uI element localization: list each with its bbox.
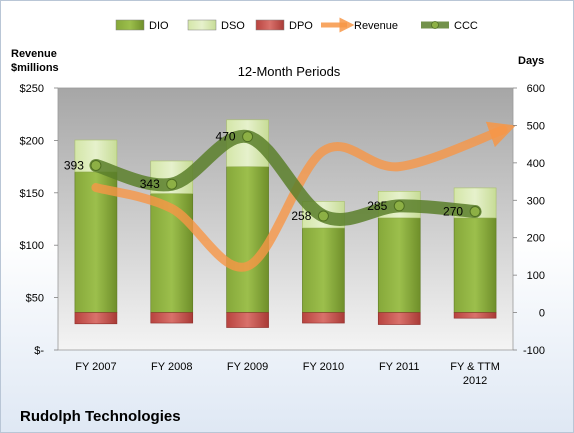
left-axis-tick-label: $-: [34, 345, 44, 357]
ccc-point: [469, 206, 481, 218]
ccc-data-label: 343: [140, 177, 160, 191]
x-axis-tick-label: FY 2009: [227, 361, 268, 373]
legend-swatch-ccc-point: [431, 21, 439, 29]
bar-dio: [453, 217, 497, 313]
legend-label: CCC: [454, 20, 478, 32]
x-axis-tick-label: FY 2008: [151, 361, 192, 373]
right-axis-tick-label: 600: [527, 83, 545, 95]
bar-dio: [226, 166, 269, 313]
left-axis-title-line1: Revenue: [11, 48, 57, 60]
right-axis-tick-label: 100: [527, 270, 545, 282]
x-axis-tick-label: FY & TTM: [450, 361, 500, 373]
left-axis-tick-label: $250: [20, 83, 44, 95]
bar-dpo: [302, 312, 345, 324]
bar-dpo: [150, 312, 194, 324]
legend-label: DSO: [221, 20, 245, 32]
x-axis-tick-label: FY 2011: [379, 361, 420, 373]
bar-dpo: [74, 312, 118, 325]
right-axis-tick-label: 400: [527, 158, 545, 170]
ccc-point: [166, 178, 178, 190]
x-axis-tick-label: FY 2010: [303, 361, 344, 373]
legend-swatch-dso: [187, 19, 217, 31]
right-axis-tick-label: 500: [527, 120, 545, 132]
company-name: Rudolph Technologies: [20, 408, 181, 425]
ccc-point: [393, 200, 405, 212]
right-axis-title: Days: [518, 55, 544, 67]
right-axis-tick-label: 300: [527, 195, 545, 207]
legend-label: DPO: [289, 20, 313, 32]
bar-dpo: [226, 312, 269, 328]
right-axis-tick-label: 200: [527, 233, 545, 245]
x-axis-tick-label: 2012: [463, 375, 487, 387]
bar-dio: [302, 227, 345, 313]
right-axis-tick-label: 0: [539, 308, 545, 320]
ccc-data-label: 270: [443, 205, 463, 219]
ccc-point: [242, 131, 254, 143]
left-axis-tick-label: $50: [26, 293, 44, 305]
left-axis-title-line2: $millions: [11, 62, 59, 74]
bar-dpo: [453, 312, 497, 319]
ccc-point: [90, 159, 102, 171]
ccc-data-label: 258: [291, 209, 311, 223]
lines-layer: 393 343 470 258 285 270: [64, 121, 516, 272]
x-axis-tick-label: FY 2007: [75, 361, 116, 373]
ccc-data-label: 393: [64, 158, 84, 172]
right-axis-tick-label: -100: [523, 345, 545, 357]
legend-label: Revenue: [354, 20, 398, 32]
ccc-data-label: 470: [216, 130, 236, 144]
revenue-line: [91, 121, 516, 272]
left-axis-tick-label: $100: [20, 240, 44, 252]
left-axis-tick-label: $200: [20, 135, 44, 147]
chart-subtitle: 12-Month Periods: [238, 64, 341, 79]
legend-swatch-dio: [115, 19, 145, 31]
ccc-point: [317, 210, 329, 222]
bar-dpo: [377, 312, 421, 325]
bar-dio: [377, 217, 421, 313]
left-axis-tick-label: $150: [20, 188, 44, 200]
ccc-data-label: 285: [367, 199, 387, 213]
legend: DIO DSO DPO Revenue CCC: [115, 17, 478, 33]
ticks-layer: $- $50 $100 $150 $200 $250 -100 0 100 200 300 400 50…: [20, 83, 545, 387]
legend-label: DIO: [149, 20, 169, 32]
legend-swatch-dpo: [255, 19, 285, 31]
